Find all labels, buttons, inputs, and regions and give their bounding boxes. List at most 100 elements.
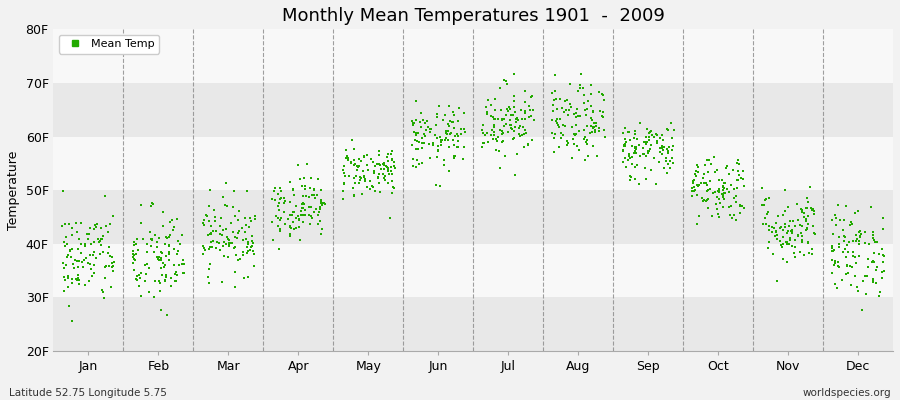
- Point: [164, 282, 178, 289]
- Point: [245, 238, 259, 245]
- Point: [481, 138, 495, 145]
- Point: [431, 148, 446, 154]
- Point: [545, 116, 560, 123]
- Point: [685, 188, 699, 194]
- Point: [848, 273, 862, 280]
- Point: [629, 146, 643, 152]
- Point: [147, 248, 161, 255]
- Point: [375, 161, 390, 167]
- Point: [272, 207, 286, 213]
- Point: [71, 275, 86, 282]
- Point: [805, 246, 819, 252]
- Point: [616, 148, 630, 154]
- Point: [632, 142, 646, 148]
- Point: [384, 190, 399, 196]
- Point: [229, 252, 243, 258]
- Point: [153, 255, 167, 261]
- Point: [207, 206, 221, 213]
- Point: [272, 200, 286, 206]
- Point: [850, 236, 864, 242]
- Point: [76, 263, 90, 270]
- Point: [772, 224, 787, 231]
- Point: [797, 252, 812, 258]
- Point: [767, 224, 781, 231]
- Point: [830, 285, 844, 291]
- Point: [213, 247, 228, 253]
- Point: [653, 145, 668, 151]
- Point: [629, 144, 643, 150]
- Point: [456, 156, 471, 162]
- Point: [583, 102, 598, 109]
- Point: [289, 225, 303, 231]
- Point: [825, 257, 840, 263]
- Point: [385, 170, 400, 177]
- Point: [488, 106, 502, 113]
- Point: [420, 117, 435, 124]
- Point: [199, 212, 213, 218]
- Point: [546, 97, 561, 104]
- Point: [825, 231, 840, 237]
- Point: [346, 162, 361, 168]
- Point: [800, 226, 814, 232]
- Point: [283, 233, 297, 239]
- Point: [296, 204, 310, 211]
- Point: [803, 184, 817, 190]
- Point: [790, 232, 805, 238]
- Point: [496, 138, 510, 144]
- Point: [61, 275, 76, 281]
- Point: [274, 215, 288, 222]
- Point: [730, 160, 744, 166]
- Point: [636, 151, 651, 158]
- Point: [364, 182, 379, 189]
- Point: [700, 188, 715, 194]
- Point: [596, 92, 610, 98]
- Point: [62, 221, 77, 228]
- Point: [642, 130, 656, 137]
- Point: [597, 97, 611, 103]
- Point: [160, 234, 175, 241]
- Point: [445, 119, 459, 125]
- Point: [176, 257, 190, 264]
- Point: [737, 205, 751, 211]
- Point: [783, 237, 797, 243]
- Point: [480, 110, 494, 117]
- Point: [68, 220, 83, 226]
- Point: [368, 188, 382, 194]
- Point: [215, 194, 230, 200]
- Point: [208, 214, 222, 220]
- Point: [171, 248, 185, 254]
- Point: [310, 192, 324, 198]
- Point: [269, 212, 284, 219]
- Point: [102, 244, 116, 250]
- Point: [240, 244, 255, 251]
- Point: [501, 129, 516, 136]
- Point: [446, 154, 461, 161]
- Point: [246, 240, 260, 246]
- Point: [706, 189, 720, 196]
- Point: [839, 254, 853, 260]
- Point: [852, 229, 867, 235]
- Point: [568, 114, 582, 120]
- Point: [196, 220, 211, 226]
- Point: [488, 95, 502, 102]
- Point: [430, 147, 445, 153]
- Point: [242, 223, 256, 230]
- Point: [728, 199, 742, 206]
- Point: [168, 278, 183, 284]
- Point: [222, 239, 237, 246]
- Point: [338, 173, 353, 180]
- Point: [868, 239, 882, 245]
- Point: [638, 139, 652, 145]
- Point: [497, 77, 511, 83]
- Point: [798, 218, 813, 224]
- Point: [835, 226, 850, 233]
- Point: [666, 159, 680, 166]
- Point: [410, 146, 425, 152]
- Point: [457, 129, 472, 136]
- Point: [867, 237, 881, 243]
- Point: [384, 156, 399, 163]
- Point: [94, 242, 108, 248]
- Point: [230, 235, 245, 241]
- Point: [871, 250, 886, 257]
- Point: [525, 137, 539, 143]
